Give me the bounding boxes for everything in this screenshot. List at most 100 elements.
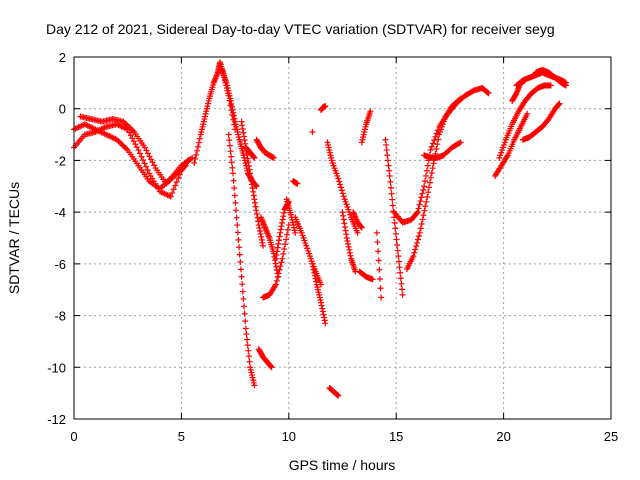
data-point-marker bbox=[193, 151, 200, 158]
data-point-marker bbox=[259, 239, 266, 246]
data-point-marker bbox=[555, 101, 562, 108]
data-point-marker bbox=[182, 162, 189, 169]
data-point-marker bbox=[387, 178, 394, 185]
data-point-marker bbox=[189, 154, 196, 161]
data-point-marker bbox=[277, 229, 284, 236]
data-point-marker bbox=[191, 160, 198, 167]
series-arc-3 bbox=[77, 113, 189, 187]
data-point-marker bbox=[144, 167, 151, 174]
data-point-marker bbox=[417, 225, 424, 232]
x-tick-labels: 0 5 10 15 20 25 bbox=[70, 429, 618, 444]
series-arc-18 bbox=[318, 103, 329, 114]
series-arc-19 bbox=[309, 128, 316, 135]
data-point-marker bbox=[256, 225, 263, 232]
data-point-marker bbox=[335, 392, 342, 399]
data-point-marker bbox=[345, 240, 352, 247]
data-point-marker bbox=[273, 251, 280, 258]
data-point-marker bbox=[228, 159, 235, 166]
data-point-marker bbox=[318, 302, 325, 309]
data-point-marker bbox=[250, 192, 257, 199]
data-point-marker bbox=[389, 202, 396, 209]
data-point-marker bbox=[427, 174, 434, 181]
data-point-marker bbox=[231, 192, 238, 199]
data-point-marker bbox=[275, 270, 282, 277]
data-point-marker bbox=[230, 112, 237, 119]
data-point-marker bbox=[420, 186, 427, 193]
data-point-marker bbox=[434, 141, 441, 148]
data-point-marker bbox=[277, 226, 284, 233]
series-arc-10 bbox=[253, 136, 277, 161]
data-point-marker bbox=[253, 210, 260, 217]
data-point-marker bbox=[456, 140, 463, 147]
data-point-marker bbox=[346, 249, 353, 256]
data-point-marker bbox=[423, 198, 430, 205]
data-point-marker bbox=[418, 194, 425, 201]
data-point-marker bbox=[428, 143, 435, 150]
data-points bbox=[71, 59, 569, 399]
data-point-marker bbox=[376, 266, 383, 273]
series-arc-7 bbox=[255, 346, 275, 371]
data-point-marker bbox=[426, 184, 433, 191]
data-point-marker bbox=[310, 266, 317, 273]
series-arc-26 bbox=[373, 229, 385, 301]
data-point-marker bbox=[431, 137, 438, 144]
data-point-marker bbox=[273, 263, 280, 270]
data-point-marker bbox=[309, 260, 316, 267]
data-point-marker bbox=[256, 227, 263, 234]
data-point-marker bbox=[421, 207, 428, 214]
data-point-marker bbox=[425, 189, 432, 196]
data-point-marker bbox=[410, 253, 417, 260]
y-tick-labels: -12 -10 -8 -6 -4 -2 0 2 bbox=[47, 50, 66, 427]
data-point-marker bbox=[394, 242, 401, 249]
data-point-marker bbox=[230, 109, 237, 116]
y-tick-label: -6 bbox=[54, 257, 66, 272]
data-point-marker bbox=[375, 257, 382, 264]
data-point-marker bbox=[227, 97, 234, 104]
data-point-marker bbox=[229, 164, 236, 171]
data-point-marker bbox=[429, 165, 436, 172]
data-point-marker bbox=[235, 236, 242, 243]
data-point-marker bbox=[195, 139, 202, 146]
data-point-marker bbox=[231, 185, 238, 192]
x-tick-label: 10 bbox=[282, 429, 296, 444]
data-point-marker bbox=[395, 258, 402, 265]
series-arc-22 bbox=[339, 209, 359, 275]
data-point-marker bbox=[422, 178, 429, 185]
data-point-marker bbox=[251, 154, 258, 161]
data-point-marker bbox=[292, 229, 299, 236]
series-arc-24 bbox=[356, 268, 376, 283]
data-point-marker bbox=[556, 100, 563, 107]
data-point-marker bbox=[311, 269, 318, 276]
data-point-marker bbox=[229, 103, 236, 110]
data-point-marker bbox=[339, 190, 346, 197]
data-point-marker bbox=[225, 131, 232, 138]
data-point-marker bbox=[422, 172, 429, 179]
data-point-marker bbox=[313, 278, 320, 285]
data-point-marker bbox=[244, 155, 251, 162]
data-point-marker bbox=[252, 182, 259, 189]
data-point-marker bbox=[278, 223, 285, 230]
x-tick-label: 0 bbox=[70, 429, 77, 444]
data-point-marker bbox=[423, 167, 430, 174]
series-arc-9 bbox=[242, 144, 258, 161]
data-point-marker bbox=[337, 181, 344, 188]
data-point-marker bbox=[250, 188, 257, 195]
series-arc-32 bbox=[496, 82, 554, 161]
data-point-marker bbox=[173, 178, 180, 185]
data-point-marker bbox=[399, 286, 406, 293]
data-point-marker bbox=[274, 248, 281, 255]
data-point-marker bbox=[374, 239, 381, 246]
y-tick-label: -4 bbox=[54, 205, 66, 220]
data-point-marker bbox=[378, 294, 385, 301]
series-arc-29 bbox=[403, 95, 464, 273]
data-point-marker bbox=[246, 358, 253, 365]
data-point-marker bbox=[414, 239, 421, 246]
data-point-marker bbox=[345, 243, 352, 250]
y-axis-label: SDTVAR / TECUs bbox=[6, 182, 22, 294]
series-arc-2 bbox=[71, 121, 196, 192]
data-point-marker bbox=[252, 199, 259, 206]
data-point-marker bbox=[312, 275, 319, 282]
data-point-marker bbox=[415, 233, 422, 240]
data-point-marker bbox=[389, 196, 396, 203]
